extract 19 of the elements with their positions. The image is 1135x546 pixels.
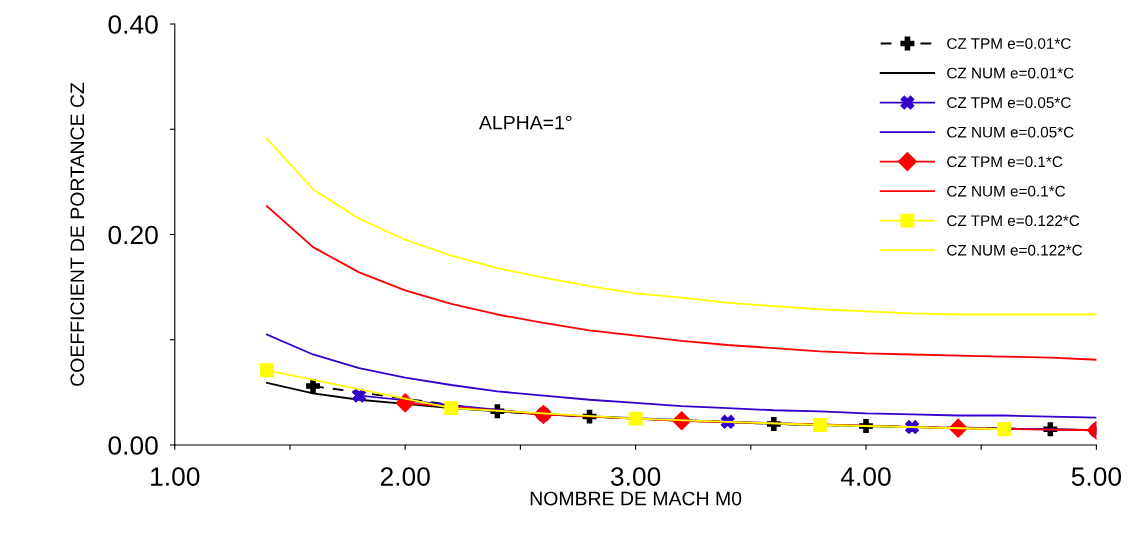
- legend-label: CZ NUM e=0.01*C: [947, 67, 1074, 79]
- y-axis-title: COEFFICIENT DE PORTANCE CZ: [70, 82, 85, 386]
- x-tick-label: 3.00: [610, 467, 661, 486]
- x-tick-label: 1.00: [151, 467, 200, 486]
- annotation: ALPHA=1°: [478, 115, 572, 130]
- x-tick-label: 2.00: [380, 467, 430, 486]
- legend-label: CZ NUM e=0.122*C: [947, 244, 1083, 256]
- legend-label: CZ NUM e=0.05*C: [947, 126, 1074, 138]
- y-tick-label: 0.40: [108, 15, 158, 34]
- legend-label: CZ TPM e=0.1*C: [947, 156, 1063, 168]
- x-axis-title: NOMBRE DE MACH M0: [530, 491, 742, 506]
- y-tick-label: 0.20: [108, 225, 158, 245]
- x-tick-label: 5.00: [1071, 467, 1122, 486]
- x-tick-label: 4.00: [840, 467, 891, 486]
- legend-label: CZ TPM e=0.122*C: [947, 215, 1080, 227]
- legend-label: CZ NUM e=0.1*C: [947, 185, 1066, 197]
- y-tick-label: 0.00: [108, 436, 158, 455]
- legend-label: CZ TPM e=0.01*C: [947, 38, 1071, 49]
- legend-label: CZ TPM e=0.05*C: [947, 97, 1071, 109]
